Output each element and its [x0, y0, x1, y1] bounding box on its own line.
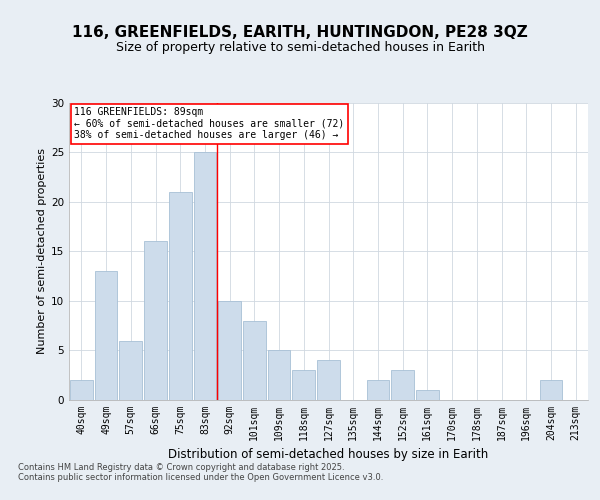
Bar: [292, 370, 315, 400]
Text: Contains HM Land Registry data © Crown copyright and database right 2025.
Contai: Contains HM Land Registry data © Crown c…: [18, 462, 383, 482]
Bar: [144, 242, 167, 400]
Bar: [367, 380, 389, 400]
Text: 116, GREENFIELDS, EARITH, HUNTINGDON, PE28 3QZ: 116, GREENFIELDS, EARITH, HUNTINGDON, PE…: [72, 25, 528, 40]
Bar: [169, 192, 191, 400]
Bar: [539, 380, 562, 400]
Bar: [317, 360, 340, 400]
Bar: [194, 152, 216, 400]
Bar: [119, 340, 142, 400]
Text: 116 GREENFIELDS: 89sqm
← 60% of semi-detached houses are smaller (72)
38% of sem: 116 GREENFIELDS: 89sqm ← 60% of semi-det…: [74, 107, 344, 140]
Bar: [95, 271, 118, 400]
Bar: [243, 320, 266, 400]
Bar: [416, 390, 439, 400]
Bar: [268, 350, 290, 400]
Bar: [70, 380, 93, 400]
X-axis label: Distribution of semi-detached houses by size in Earith: Distribution of semi-detached houses by …: [169, 448, 488, 462]
Y-axis label: Number of semi-detached properties: Number of semi-detached properties: [37, 148, 47, 354]
Text: Size of property relative to semi-detached houses in Earith: Size of property relative to semi-detach…: [115, 41, 485, 54]
Bar: [391, 370, 414, 400]
Bar: [218, 301, 241, 400]
